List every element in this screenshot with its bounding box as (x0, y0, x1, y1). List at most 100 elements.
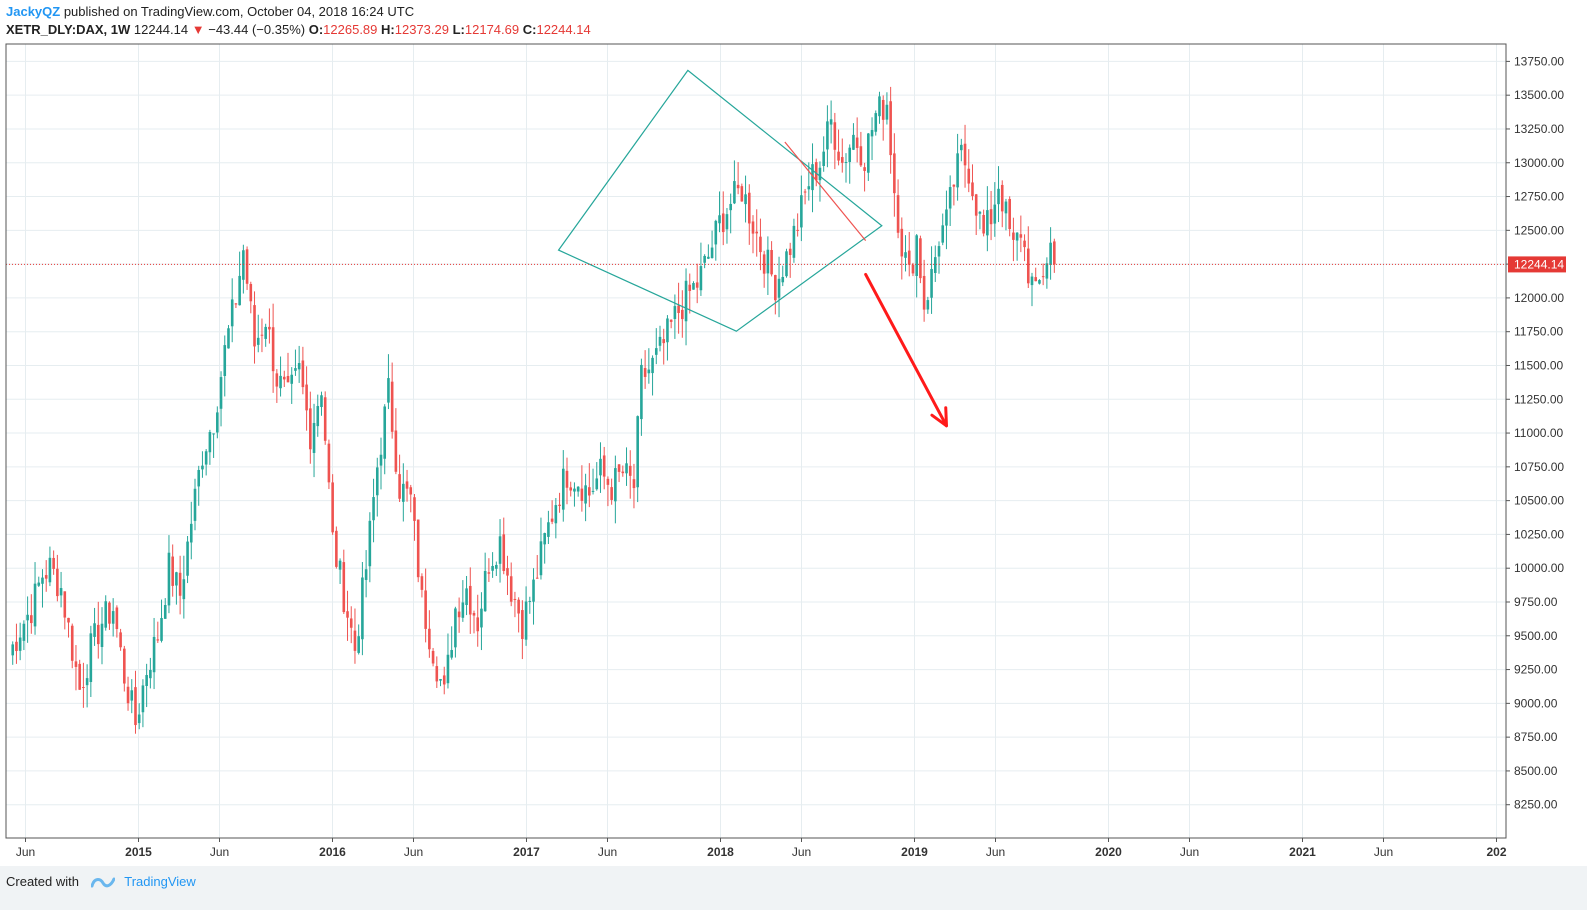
candle-body (699, 266, 703, 291)
candle (506, 555, 509, 596)
candle-body (108, 602, 111, 624)
candle-body (245, 249, 249, 284)
candle-body (390, 381, 394, 432)
candle-body (1015, 232, 1019, 241)
candle-body (524, 601, 528, 640)
candle (788, 242, 792, 278)
candle (617, 464, 621, 483)
last-price-badge (1508, 256, 1566, 273)
candle-body (41, 577, 44, 584)
candle (718, 191, 721, 233)
candle (1030, 272, 1034, 307)
candle (368, 512, 372, 583)
candle-body (941, 225, 945, 243)
candle-body (502, 534, 506, 571)
tradingview-logo-icon[interactable] (90, 876, 115, 890)
candle-body (733, 181, 736, 204)
candle-body (123, 648, 126, 684)
candle (669, 319, 673, 329)
candle (547, 510, 550, 545)
candle-body (286, 375, 290, 383)
candle-body (149, 669, 152, 679)
candle-body (684, 280, 688, 322)
candle (859, 131, 863, 168)
candle-body (881, 99, 885, 120)
candle-body (468, 585, 472, 615)
candle (216, 406, 219, 439)
candle (63, 591, 67, 630)
candle-body (472, 612, 476, 616)
candle (524, 586, 528, 646)
candle-body (342, 562, 346, 613)
candle-body (870, 130, 874, 137)
candle (822, 136, 825, 172)
candle-body (338, 560, 342, 570)
candle-body (152, 636, 156, 673)
arrow-head-icon (930, 406, 948, 428)
chart-axes: 13750.00 13500.00 13250.00 13000.00 12750.00… (5, 43, 1566, 859)
candle-body (186, 541, 189, 576)
candle (387, 354, 390, 410)
y-tick-label: 9500.00 (1514, 629, 1558, 643)
candle-body (614, 468, 617, 502)
candle (978, 210, 982, 230)
candle (535, 555, 539, 579)
candle (420, 573, 424, 598)
candle-body (666, 318, 669, 343)
candle (383, 404, 387, 475)
candle-body (483, 571, 487, 612)
candle (643, 350, 647, 389)
candle (904, 235, 907, 272)
candle-body (387, 378, 390, 403)
y-tick-label: 12750.00 (1514, 190, 1564, 204)
candle (126, 676, 130, 711)
candle-body (476, 617, 480, 632)
candle-body (703, 255, 706, 263)
candle (435, 656, 439, 688)
candle (833, 112, 837, 170)
candle-body (907, 250, 911, 265)
candle (111, 598, 115, 637)
candle (714, 219, 718, 261)
candle-body (398, 474, 401, 499)
candle-body (532, 579, 535, 602)
candle-body (893, 153, 896, 194)
candle-body (513, 598, 517, 601)
candle (96, 601, 100, 659)
candle-body (777, 278, 781, 298)
candle (632, 463, 636, 509)
candle (543, 532, 546, 564)
candle-body (163, 604, 167, 619)
candle (591, 468, 595, 495)
candle-body (707, 256, 710, 259)
candle (770, 241, 773, 277)
candle (290, 367, 294, 404)
candle (52, 550, 55, 575)
author-link[interactable]: JackyQZ (6, 4, 61, 19)
candle-body (361, 577, 364, 640)
candle-body (454, 608, 457, 648)
candle (792, 218, 796, 263)
candle-body (253, 305, 256, 347)
candle (848, 144, 852, 184)
candle-body (331, 482, 334, 533)
candle (1023, 234, 1026, 262)
symbol-name[interactable]: XETR_DLY:DAX, 1W (6, 22, 131, 37)
candle (442, 666, 446, 695)
candle (636, 415, 639, 503)
candle-body (130, 690, 134, 701)
candle-body (1012, 232, 1015, 240)
candle-body (963, 143, 967, 166)
y-tick-label: 9250.00 (1514, 663, 1558, 677)
candle-body (662, 339, 666, 344)
candle-body (37, 582, 41, 586)
candle (171, 544, 174, 597)
candle-body (219, 377, 223, 409)
candle (156, 621, 160, 643)
tradingview-link[interactable]: TradingView (124, 874, 196, 889)
candle (606, 476, 610, 507)
candle-body (867, 133, 870, 173)
candle (710, 230, 714, 259)
candle (1049, 227, 1052, 280)
